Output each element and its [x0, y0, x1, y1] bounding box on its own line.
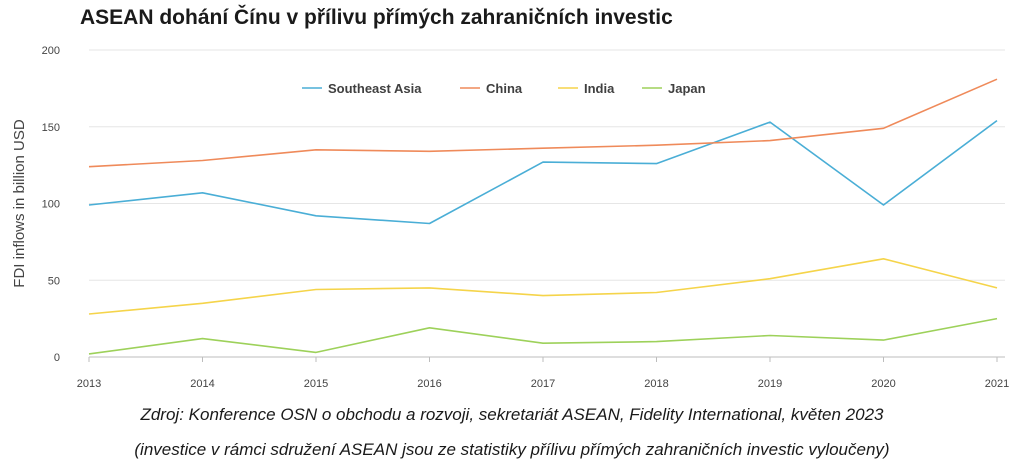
legend: Southeast Asia China India Japan: [302, 81, 706, 96]
y-axis-ticks: 0 50 100 150 200: [42, 45, 60, 364]
x-tick-label: 2017: [531, 378, 555, 390]
chart-title: ASEAN dohání Čínu v přílivu přímých zahr…: [80, 6, 673, 29]
series-line-china: [88, 78, 998, 168]
x-tick-label: 2013: [77, 378, 101, 390]
source-note-line1: Zdroj: Konference OSN o obchodu a rozvoj…: [140, 405, 884, 424]
legend-label: India: [584, 81, 615, 96]
y-tick-label: 0: [54, 352, 60, 364]
gridlines: [89, 49, 1005, 358]
x-tick-label: 2015: [304, 378, 328, 390]
x-axis: 2013 2014 2015 2016 2017 2018 2019 2020 2021: [77, 356, 1009, 390]
x-tick-label: 2018: [644, 378, 668, 390]
legend-label: China: [486, 81, 523, 96]
series-line-japan: [88, 317, 998, 355]
series-line-southeast-asia: [88, 119, 998, 225]
x-tick-label: 2016: [417, 378, 441, 390]
y-axis-label: FDI inflows in billion USD: [11, 119, 28, 288]
y-tick-label: 200: [42, 45, 60, 57]
legend-label: Japan: [668, 81, 706, 96]
legend-label: Southeast Asia: [328, 81, 422, 96]
x-tick-label: 2019: [758, 378, 782, 390]
y-tick-label: 50: [48, 275, 60, 287]
y-tick-label: 150: [42, 122, 60, 134]
x-tick-label: 2020: [871, 378, 895, 390]
source-note-line2: (investice v rámci sdružení ASEAN jsou z…: [134, 440, 890, 459]
series-lines: [88, 78, 998, 355]
x-tick-label: 2021: [985, 378, 1009, 390]
series-line-india: [88, 257, 998, 315]
y-tick-label: 100: [42, 199, 60, 211]
x-tick-label: 2014: [190, 378, 214, 390]
